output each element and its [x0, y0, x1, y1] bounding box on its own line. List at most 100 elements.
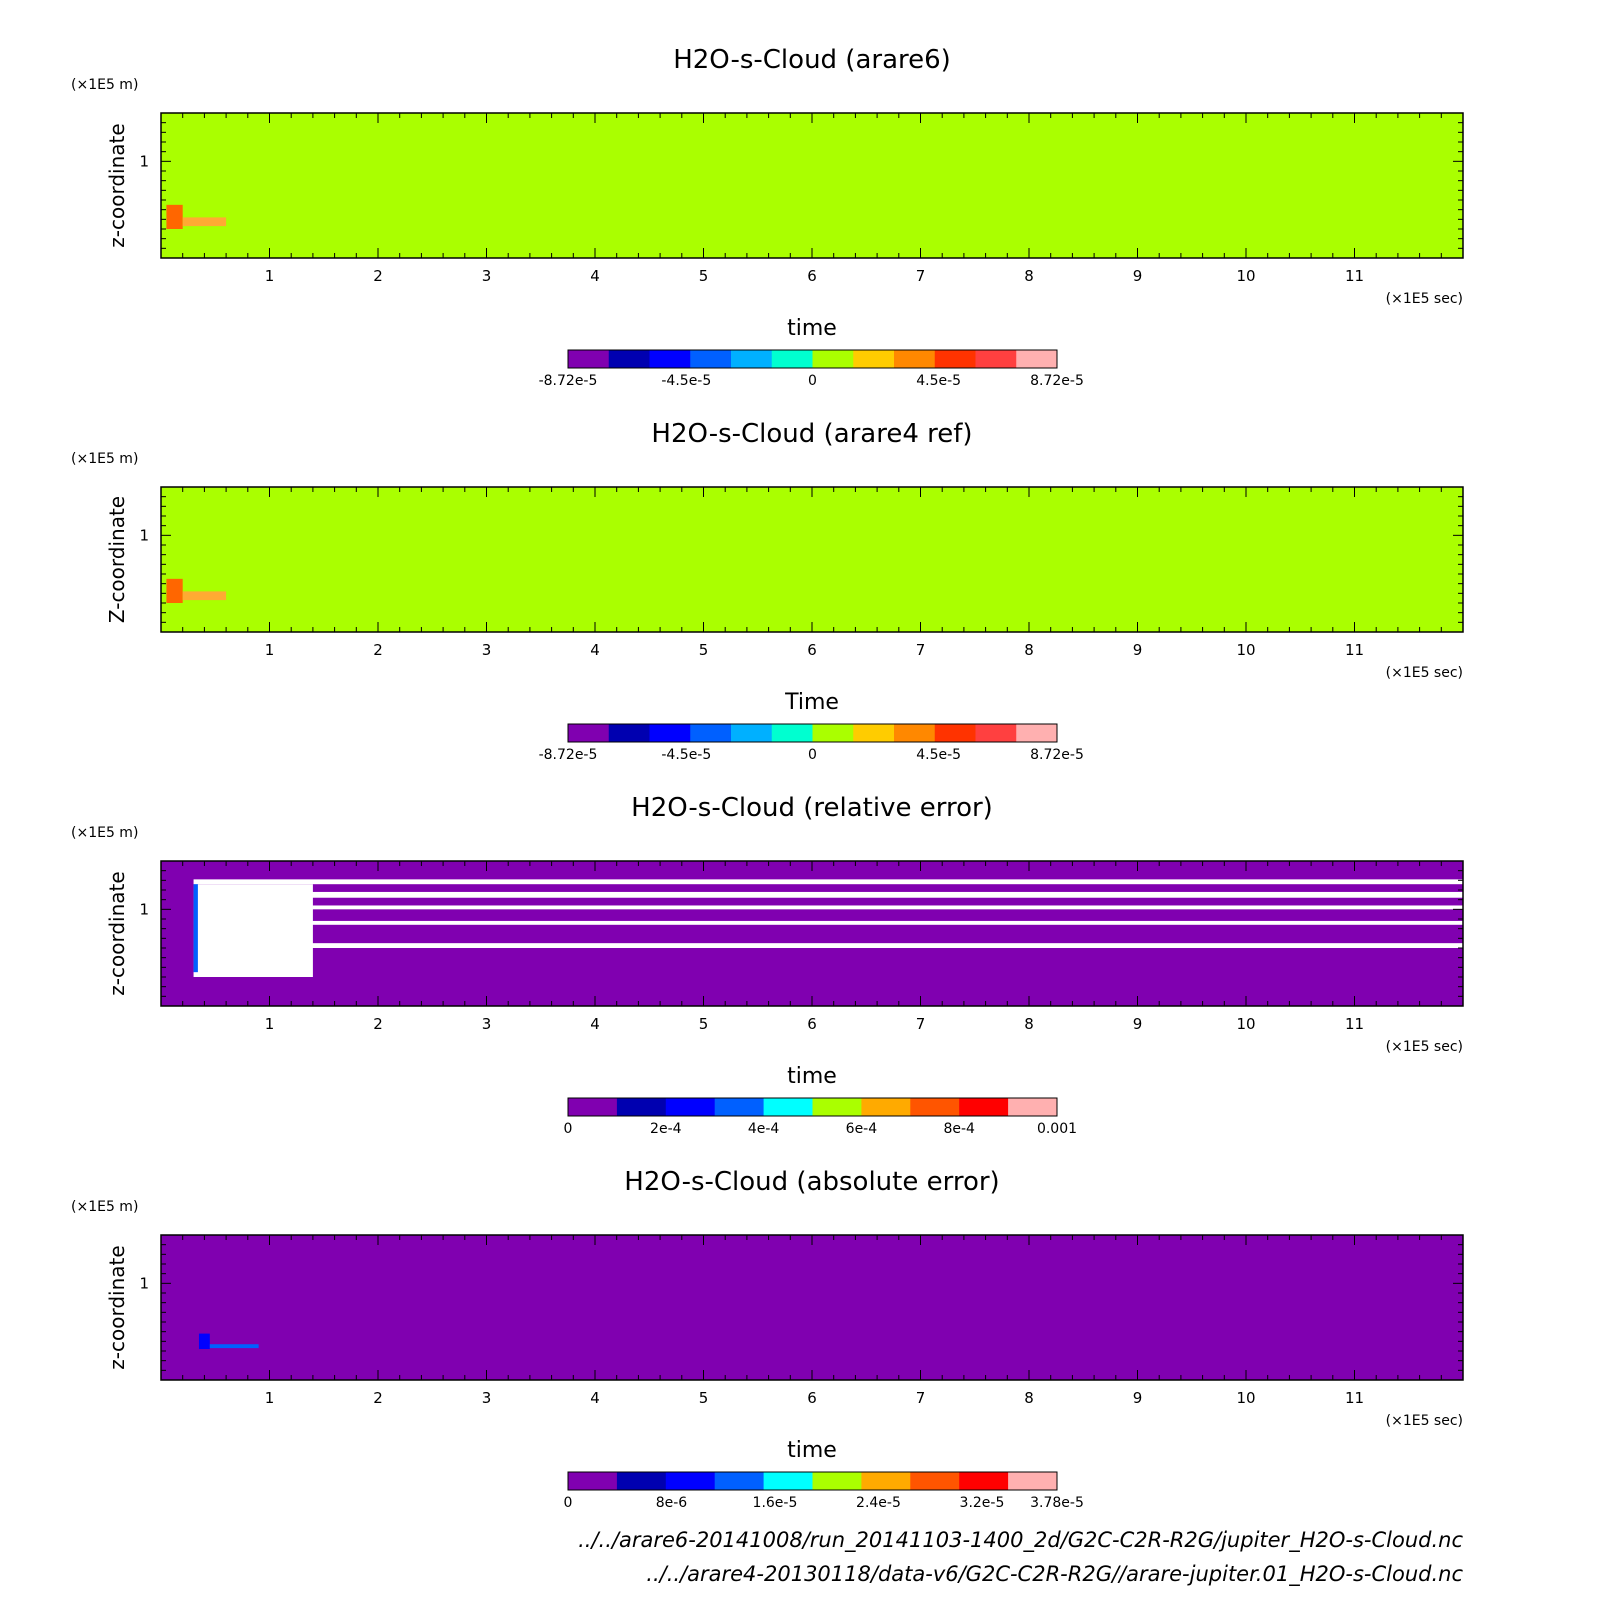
x-tick-label: 11 — [1345, 267, 1364, 285]
x-tick-label: 4 — [590, 641, 600, 659]
x-tick-label: 4 — [590, 1015, 600, 1033]
x-tick-label: 5 — [699, 1389, 709, 1407]
heatmap-field — [161, 113, 1463, 258]
colorbar-tick-label: 4.5e-5 — [916, 373, 961, 389]
colorbar-swatch — [568, 1472, 618, 1490]
x-tick-label: 2 — [373, 1389, 383, 1407]
colorbar-swatch — [690, 724, 732, 742]
x-axis-label: time — [787, 316, 837, 341]
x-tick-label: 9 — [1133, 267, 1143, 285]
heatmap-field — [161, 487, 1463, 632]
colorbar-swatch — [910, 1472, 960, 1490]
colorbar-swatch — [934, 724, 976, 742]
x-unit-label: (×1E5 sec) — [1386, 291, 1463, 307]
x-tick-label: 8 — [1024, 267, 1034, 285]
colorbar-frame — [567, 1097, 1058, 1117]
colorbar-swatch — [861, 1472, 911, 1490]
colorbar-swatch — [1008, 1098, 1058, 1116]
colorbar-tick-label: 0 — [808, 747, 817, 763]
x-tick-label: 6 — [807, 1015, 817, 1033]
footer-path-1: ../../arare6-20141008/run_20141103-1400_… — [578, 1528, 1463, 1553]
chart-title: H2O-s-Cloud (arare4 ref) — [651, 419, 972, 449]
colorbar-tick-label: -4.5e-5 — [661, 373, 711, 389]
chart-panel-3: H2O-s-Cloud (relative error) (×1E5 m) 1 2 3 4… — [71, 793, 1464, 1137]
heatmap-feature-2 — [182, 217, 227, 227]
x-tick-label: 10 — [1236, 1015, 1255, 1033]
colorbar-swatch — [894, 350, 936, 368]
colorbar-swatch — [1008, 1472, 1058, 1490]
colorbar-swatch — [568, 1098, 618, 1116]
heatmap-feature-2 — [193, 891, 1463, 898]
colorbar-tick-label: 2e-4 — [650, 1121, 682, 1137]
colorbar-swatch — [853, 350, 895, 368]
colorbar-frame — [567, 349, 1058, 369]
colorbar-swatch — [608, 724, 650, 742]
colorbar-tick-label: -8.72e-5 — [539, 373, 598, 389]
colorbar-tick-label: 0 — [808, 373, 817, 389]
x-tick-label: 10 — [1236, 1389, 1255, 1407]
heatmap-feature-1 — [193, 879, 1463, 885]
y-axis-label: z-coordinate — [105, 871, 129, 995]
y-tick-label: 1 — [139, 900, 149, 918]
x-tick-label: 1 — [265, 267, 275, 285]
x-tick-label: 1 — [265, 641, 275, 659]
colorbar-swatch — [616, 1472, 667, 1490]
y-unit-label: (×1E5 m) — [71, 1199, 138, 1215]
heatmap-feature-5 — [193, 943, 1463, 948]
y-tick-label: 1 — [139, 526, 149, 544]
x-tick-label: 7 — [916, 267, 926, 285]
colorbar-swatch — [812, 350, 854, 368]
colorbar-swatch — [763, 1098, 813, 1116]
x-tick-label: 3 — [482, 267, 492, 285]
x-tick-label: 5 — [699, 641, 709, 659]
x-tick-label: 6 — [807, 641, 817, 659]
colorbar-swatch — [731, 724, 773, 742]
x-tick-label: 8 — [1024, 641, 1034, 659]
x-unit-label: (×1E5 sec) — [1386, 665, 1463, 681]
y-tick-label: 1 — [139, 1274, 149, 1292]
colorbar-tick-label: 6e-4 — [846, 1121, 878, 1137]
colorbar-tick-label: 3.78e-5 — [1030, 1495, 1084, 1511]
y-unit-label: (×1E5 m) — [71, 825, 138, 841]
x-tick-label: 11 — [1345, 1015, 1364, 1033]
x-tick-label: 6 — [807, 1389, 817, 1407]
colorbar-frame — [567, 723, 1058, 743]
x-tick-label: 7 — [916, 1389, 926, 1407]
colorbar-swatch — [649, 350, 691, 368]
colorbar-swatch — [714, 1472, 765, 1490]
colorbar-swatch — [665, 1472, 716, 1490]
y-axis-label: z-coordinate — [105, 123, 129, 247]
colorbar-swatch — [714, 1098, 765, 1116]
colorbar-tick-label: -8.72e-5 — [539, 747, 598, 763]
x-unit-label: (×1E5 sec) — [1386, 1039, 1463, 1055]
heatmap-feature-1 — [166, 204, 183, 229]
x-tick-label: 4 — [590, 267, 600, 285]
x-tick-label: 9 — [1133, 641, 1143, 659]
colorbar-swatch — [894, 724, 936, 742]
heatmap-field — [161, 861, 1463, 1006]
heatmap-feature-4 — [193, 920, 1463, 925]
colorbar-tick-label: -4.5e-5 — [661, 747, 711, 763]
colorbar-swatch — [812, 1098, 862, 1116]
y-unit-label: (×1E5 m) — [71, 77, 138, 93]
x-unit-label: (×1E5 sec) — [1386, 1413, 1463, 1429]
x-tick-label: 11 — [1345, 641, 1364, 659]
colorbar-swatch — [568, 724, 610, 742]
colorbar-swatch — [959, 1472, 1009, 1490]
heatmap-feature-1 — [198, 1333, 210, 1350]
x-tick-label: 10 — [1236, 641, 1255, 659]
colorbar-tick-label: 8e-4 — [943, 1121, 975, 1137]
x-tick-label: 7 — [916, 1015, 926, 1033]
colorbar-swatch — [861, 1098, 911, 1116]
colorbar-tick-label: 0.001 — [1037, 1121, 1077, 1137]
colorbar-tick-label: 3.2e-5 — [960, 1495, 1005, 1511]
colorbar-swatch — [975, 724, 1017, 742]
colorbar-swatch — [690, 350, 732, 368]
colorbar-swatch — [1016, 724, 1058, 742]
colorbar-swatch — [910, 1098, 960, 1116]
y-axis-label: Z-coordinate — [105, 496, 129, 623]
colorbar-swatch — [763, 1472, 813, 1490]
colorbar-tick-label: 4e-4 — [748, 1121, 780, 1137]
colorbar-swatch — [853, 724, 895, 742]
colorbar-tick-label: 2.4e-5 — [856, 1495, 901, 1511]
